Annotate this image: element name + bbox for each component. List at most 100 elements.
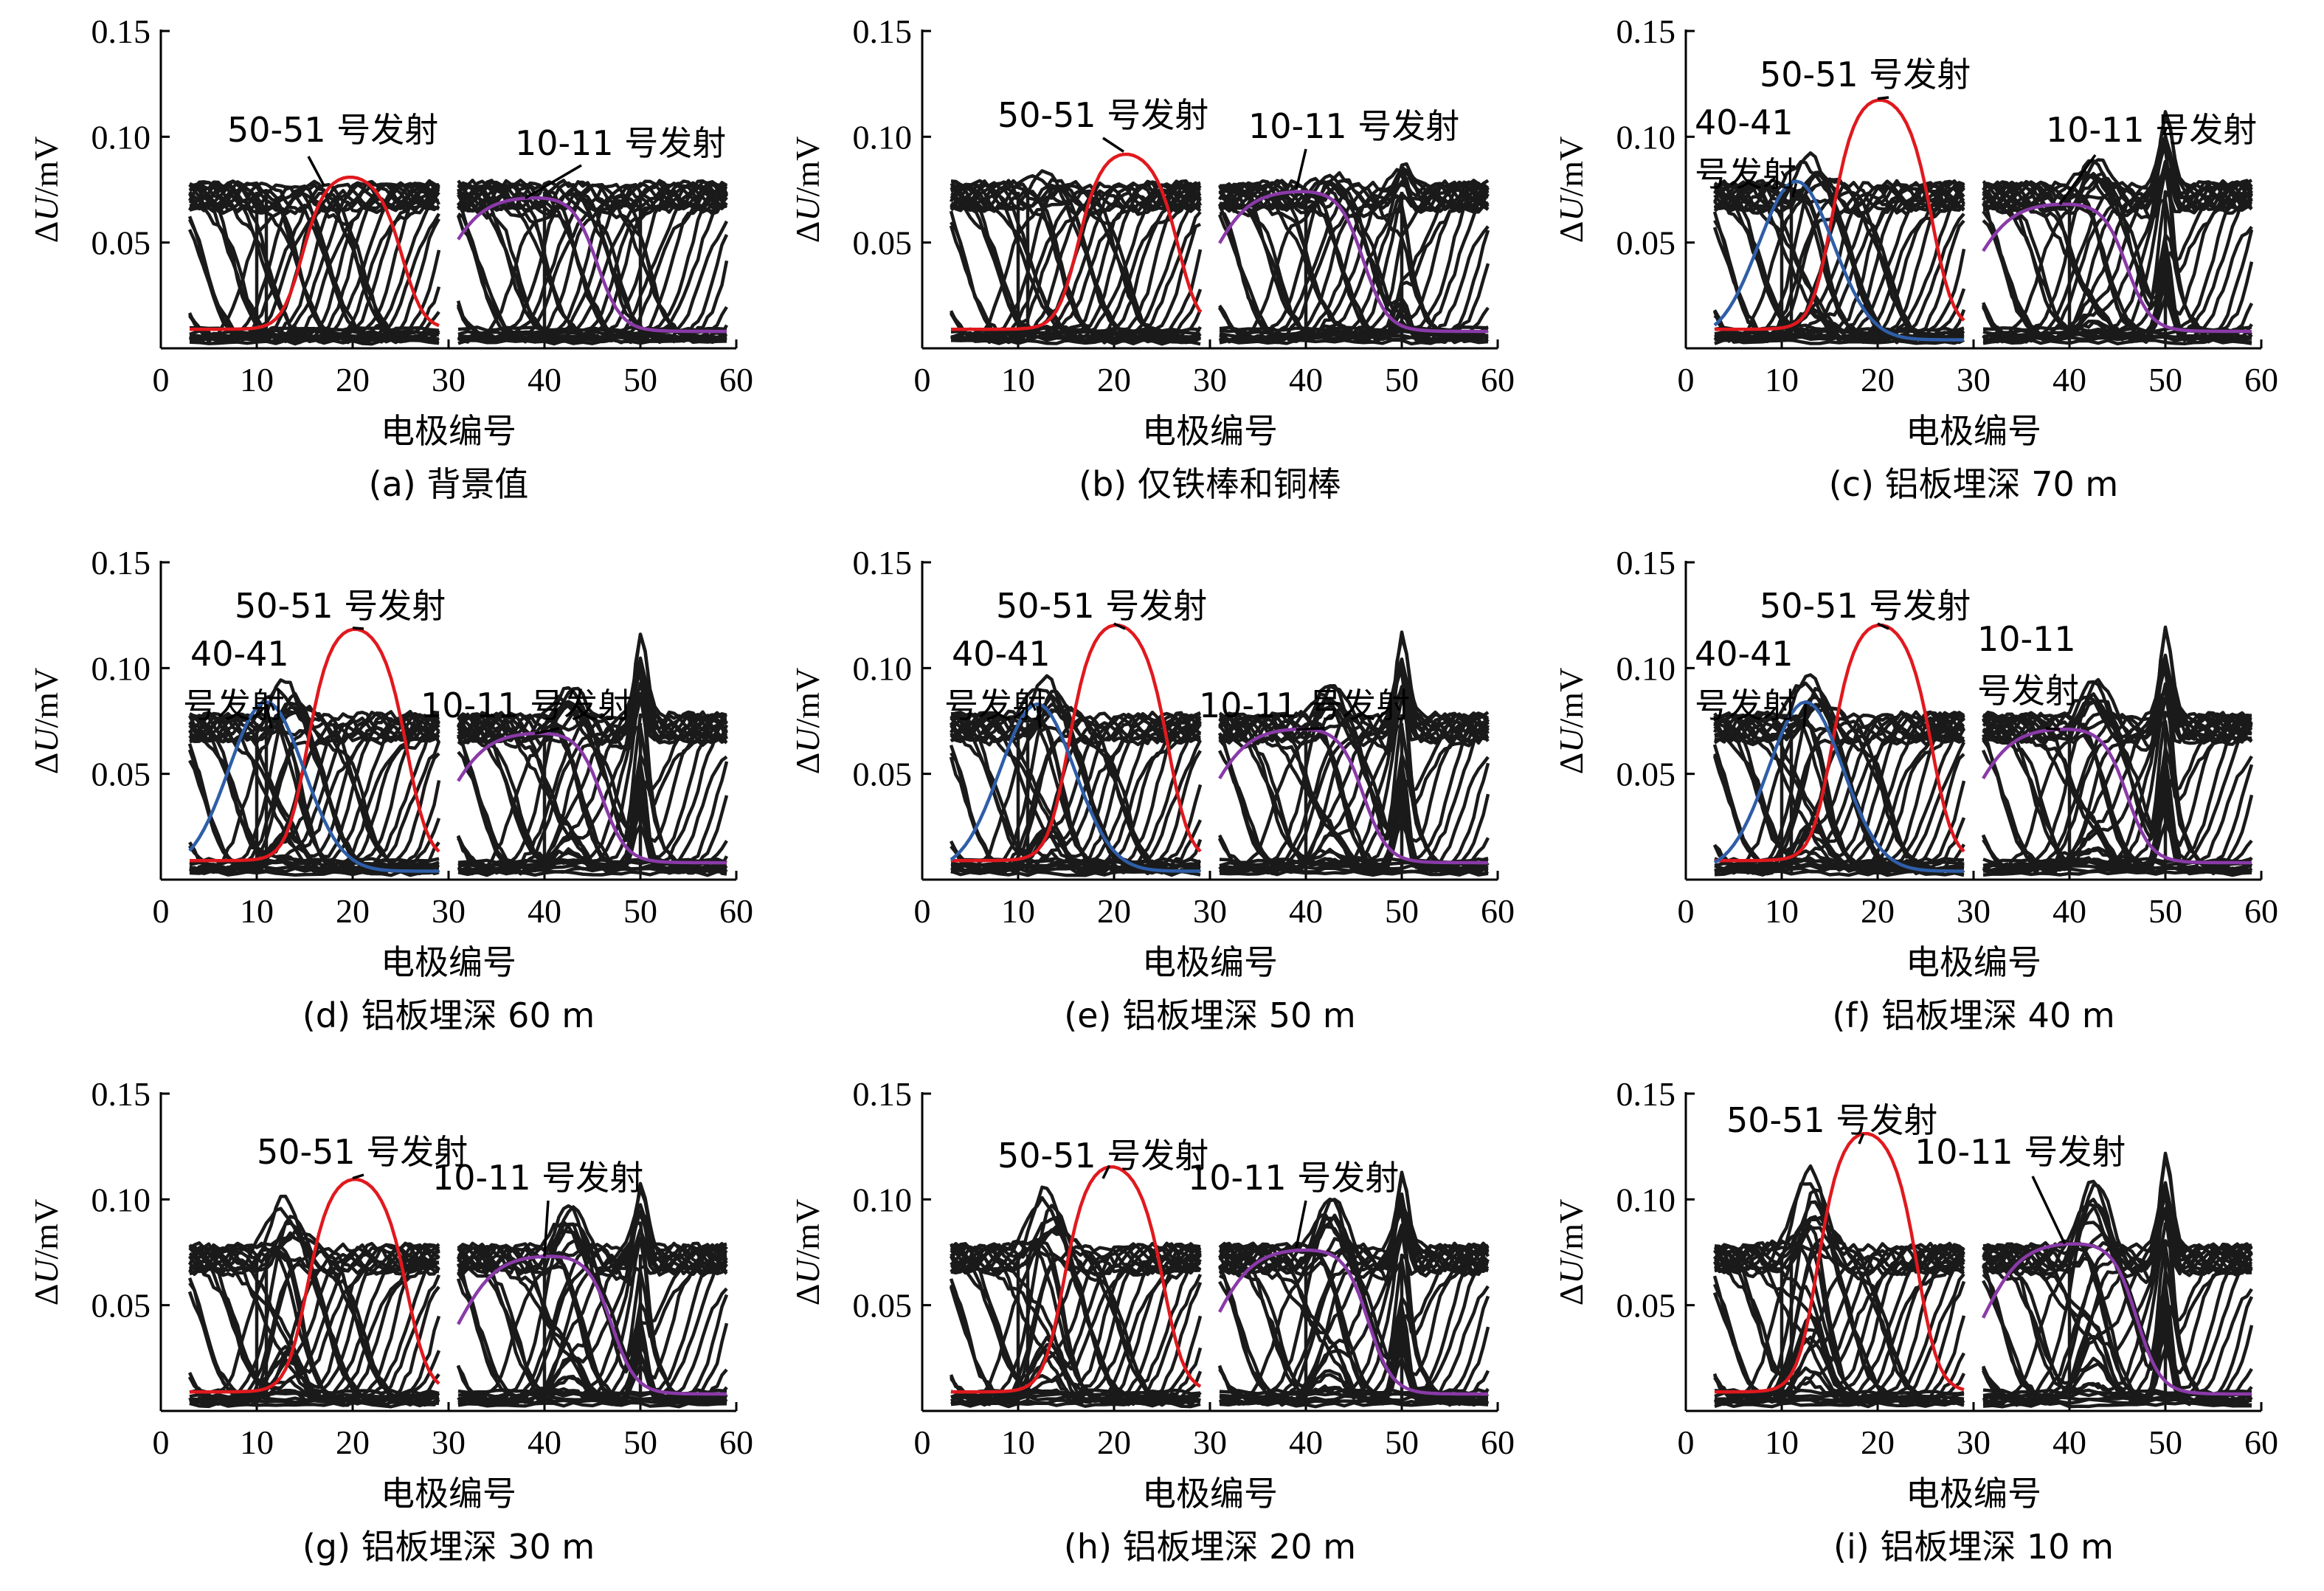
y-tick-label: 0.10 [1616, 649, 1676, 687]
y-tick-label: 0.10 [91, 118, 151, 156]
panel-caption: (e) 铝板埋深 50 m [1064, 995, 1355, 1035]
x-tick-label: 10 [240, 892, 274, 930]
response-curve [1219, 1401, 1489, 1409]
x-tick-label: 30 [1193, 361, 1227, 398]
y-tick-label: 0.05 [1616, 756, 1676, 793]
response-curve [1714, 338, 1965, 345]
y-tick-label: 0.05 [1616, 1287, 1676, 1325]
annotation-label: 40-41 [1695, 103, 1794, 142]
response-curve [1714, 863, 1965, 871]
x-tick-label: 60 [719, 1423, 753, 1461]
y-label-unit: /mV [27, 668, 65, 728]
x-tick-label: 50 [623, 361, 657, 398]
response-curve [189, 1401, 440, 1409]
panel-h: 0.05 0.10 0.15 0 10 20 30 40 50 60 ΔU/mV 电极编号 (h) 铝板… [789, 1075, 1515, 1567]
response-curve [457, 1205, 727, 1406]
y-axis-label: ΔU/mV [789, 668, 826, 775]
response-curve [1982, 134, 2253, 342]
y-label-delta: Δ [789, 1284, 826, 1306]
x-tick-label: 60 [1481, 1423, 1515, 1461]
annotation-label: 10-11 号发射 [1248, 106, 1459, 146]
red-transmit-curve [190, 627, 440, 863]
x-tick-label: 50 [1385, 1423, 1419, 1461]
x-tick-label: 50 [1385, 361, 1419, 398]
y-label-unit: /mV [789, 137, 826, 197]
annotation-leader [1102, 1164, 1111, 1179]
panel-caption: (c) 铝板埋深 70 m [1829, 464, 2118, 504]
annotation-label: 10-11 号发射 [515, 123, 726, 163]
response-curve [457, 1391, 727, 1399]
response-curve [1982, 1388, 2252, 1396]
y-tick-label: 0.05 [91, 1287, 151, 1325]
x-axis-label: 电极编号 [381, 411, 516, 451]
annotation-label: 10-11 号发射 [1188, 1158, 1399, 1198]
red-transmit-curve [1715, 1131, 1965, 1394]
y-tick-label: 0.15 [91, 1075, 151, 1113]
response-curve [457, 331, 727, 339]
x-tick-label: 50 [623, 1423, 657, 1461]
red-transmit-curve [1715, 98, 1965, 331]
y-tick-label: 0.10 [853, 1181, 913, 1218]
x-tick-label: 40 [528, 1423, 561, 1461]
response-curve [950, 169, 1202, 344]
x-tick-label: 10 [240, 361, 274, 398]
annotation-label: 50-51 号发射 [235, 586, 446, 626]
response-curve [188, 1243, 441, 1407]
purple-transmit-curve [1982, 202, 2252, 334]
response-curve [189, 860, 440, 868]
response-curve [1982, 180, 2253, 341]
red-transmit-curve [951, 1165, 1202, 1394]
y-label-unit: /mV [27, 1199, 65, 1260]
response-curve [1714, 1244, 1965, 1407]
x-axis-label: 电极编号 [1906, 411, 2041, 451]
red-transmit-curve [951, 152, 1202, 331]
response-curve [1982, 1181, 2253, 1404]
y-label-variable: U [789, 1257, 826, 1284]
panel-caption: (g) 铝板埋深 30 m [302, 1527, 595, 1567]
x-tick-label: 40 [2052, 361, 2086, 398]
y-tick-label: 0.15 [91, 544, 151, 581]
x-tick-label: 0 [153, 1423, 170, 1461]
x-tick-label: 0 [153, 892, 170, 930]
x-tick-label: 10 [1001, 361, 1035, 398]
x-tick-label: 20 [1861, 892, 1895, 930]
x-axis-label: 电极编号 [1142, 1474, 1278, 1514]
response-curve [1982, 1243, 2253, 1404]
y-label-variable: U [1552, 1257, 1590, 1284]
response-curve [1714, 711, 1965, 858]
x-tick-label: 40 [1289, 1423, 1323, 1461]
panel-a: 0.05 0.10 0.15 0 10 20 30 40 50 60 ΔU/mV 电极编号 (a) 背景… [27, 13, 753, 504]
y-tick-label: 0.10 [91, 649, 151, 687]
y-axis-label: ΔU/mV [1552, 137, 1590, 244]
y-label-delta: Δ [27, 1284, 65, 1306]
annotation-leader [2058, 153, 2097, 206]
response-curve [1219, 331, 1489, 339]
annotation-leader [1877, 96, 1889, 100]
x-tick-label: 50 [1385, 892, 1419, 930]
x-tick-label: 40 [528, 361, 561, 398]
response-curve [950, 1242, 1203, 1407]
annotation-leader [1295, 148, 1307, 190]
response-curve [1713, 716, 1965, 873]
annotation-leader [1791, 182, 1798, 198]
y-tick-label: 0.05 [1616, 224, 1676, 262]
x-tick-label: 0 [1678, 892, 1695, 930]
response-curve [950, 863, 1201, 871]
panel-caption: (d) 铝板埋深 60 m [302, 995, 595, 1035]
x-tick-label: 20 [1097, 361, 1131, 398]
x-tick-label: 30 [432, 1423, 466, 1461]
purple-transmit-curve [1981, 1242, 2252, 1396]
y-tick-label: 0.15 [853, 544, 913, 581]
x-tick-label: 60 [2244, 361, 2278, 398]
panel-caption: (b) 仅铁棒和铜棒 [1079, 464, 1341, 504]
x-tick-label: 10 [1765, 892, 1799, 930]
annotation-leader [1102, 137, 1124, 153]
x-tick-label: 60 [2244, 892, 2278, 930]
x-tick-label: 40 [2052, 1423, 2086, 1461]
x-tick-label: 30 [1957, 892, 1991, 930]
x-tick-label: 60 [719, 361, 753, 398]
x-axis-label: 电极编号 [1906, 1474, 2041, 1514]
x-tick-label: 10 [240, 1423, 274, 1461]
panel-b: 0.05 0.10 0.15 0 10 20 30 40 50 60 ΔU/mV 电极编号 (b) 仅铁… [789, 13, 1515, 504]
blue-transmit-curve [188, 700, 439, 873]
